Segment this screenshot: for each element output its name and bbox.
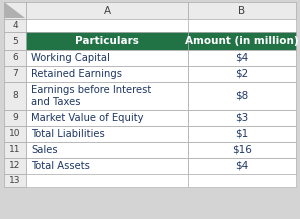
- Bar: [4, 126, 26, 142]
- Bar: [188, 19, 296, 32]
- Text: $4: $4: [236, 53, 249, 63]
- Text: $2: $2: [236, 69, 249, 79]
- Polygon shape: [4, 2, 25, 18]
- Bar: [4, 2, 26, 19]
- Bar: [26, 142, 188, 158]
- Bar: [188, 158, 296, 174]
- Text: Total Assets: Total Assets: [31, 161, 90, 171]
- Bar: [26, 110, 188, 126]
- Bar: [188, 110, 296, 126]
- Text: Retained Earnings: Retained Earnings: [31, 69, 122, 79]
- Bar: [26, 50, 188, 66]
- Bar: [26, 32, 188, 50]
- Text: 5: 5: [12, 37, 18, 46]
- Bar: [188, 2, 296, 19]
- Bar: [26, 19, 188, 32]
- Bar: [4, 32, 26, 50]
- Bar: [26, 66, 188, 82]
- Text: Earnings before Interest
and Taxes: Earnings before Interest and Taxes: [31, 85, 151, 107]
- Bar: [26, 82, 188, 110]
- Text: Particulars: Particulars: [75, 36, 139, 46]
- Bar: [188, 126, 296, 142]
- Text: 7: 7: [12, 69, 18, 78]
- Text: 9: 9: [12, 113, 18, 122]
- Text: $8: $8: [236, 91, 249, 101]
- Text: Amount (in million): Amount (in million): [185, 36, 299, 46]
- Text: 12: 12: [9, 161, 21, 171]
- Text: Working Capital: Working Capital: [31, 53, 110, 63]
- Text: Sales: Sales: [31, 145, 58, 155]
- Text: B: B: [238, 5, 246, 16]
- Text: 10: 10: [9, 129, 21, 138]
- Bar: [188, 66, 296, 82]
- Bar: [4, 66, 26, 82]
- Text: Market Value of Equity: Market Value of Equity: [31, 113, 143, 123]
- Text: $4: $4: [236, 161, 249, 171]
- Text: 11: 11: [9, 145, 21, 154]
- Text: 4: 4: [12, 21, 18, 30]
- Bar: [188, 50, 296, 66]
- Bar: [4, 50, 26, 66]
- Text: 6: 6: [12, 53, 18, 62]
- Bar: [188, 142, 296, 158]
- Bar: [26, 2, 188, 19]
- Bar: [4, 158, 26, 174]
- Text: Total Liabilities: Total Liabilities: [31, 129, 105, 139]
- Bar: [26, 126, 188, 142]
- Text: $16: $16: [232, 145, 252, 155]
- Text: A: A: [103, 5, 111, 16]
- Bar: [26, 174, 188, 187]
- Bar: [4, 110, 26, 126]
- Bar: [188, 82, 296, 110]
- Bar: [4, 174, 26, 187]
- Text: 13: 13: [9, 176, 21, 185]
- Text: $3: $3: [236, 113, 249, 123]
- Text: $1: $1: [236, 129, 249, 139]
- Bar: [4, 19, 26, 32]
- Bar: [188, 174, 296, 187]
- Bar: [4, 142, 26, 158]
- Bar: [4, 82, 26, 110]
- Text: 8: 8: [12, 92, 18, 101]
- Bar: [188, 32, 296, 50]
- Bar: [26, 158, 188, 174]
